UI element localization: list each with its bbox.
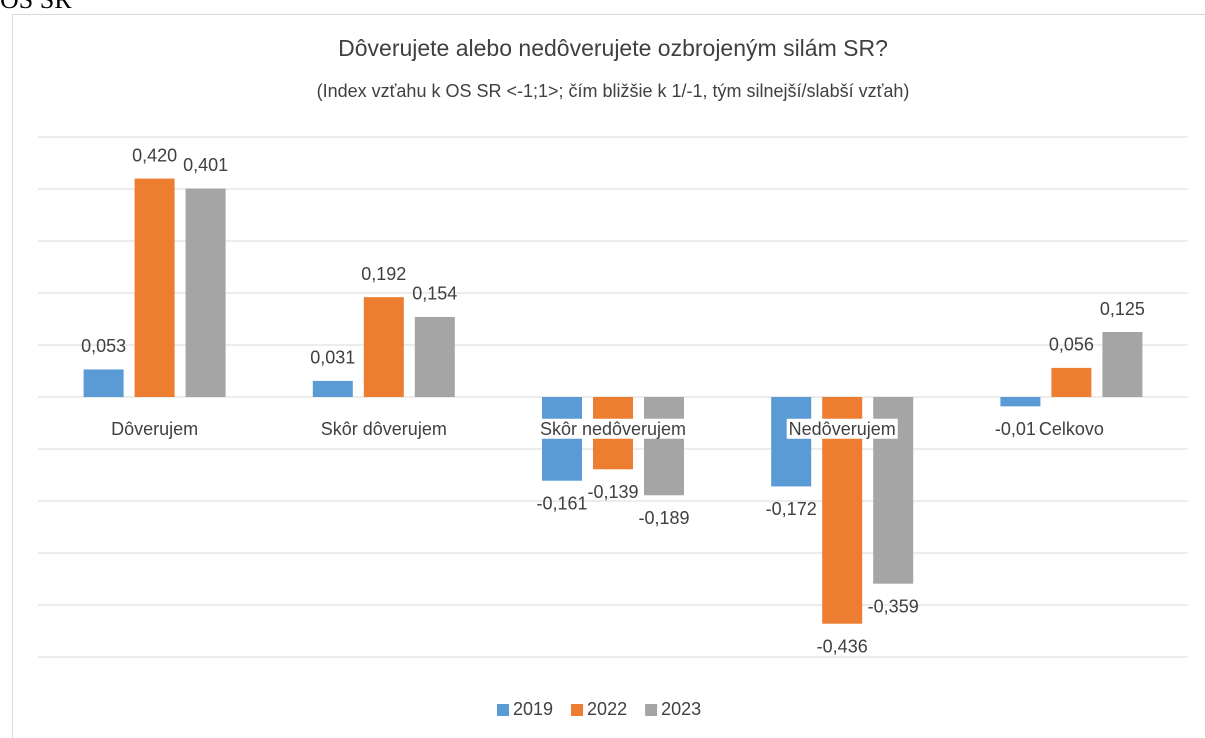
bar	[414, 316, 455, 397]
bar	[644, 397, 684, 496]
bar	[363, 297, 404, 397]
data-label: -0,139	[587, 482, 638, 502]
data-label: 0,056	[1049, 335, 1094, 355]
data-label: 0,154	[412, 284, 457, 304]
data-label: -0,172	[766, 499, 817, 519]
legend-swatch	[497, 704, 509, 716]
x-tick-label: Skôr nedôverujem	[540, 419, 686, 439]
data-label: 0,192	[361, 264, 406, 284]
x-tick-label: Nedôverujem	[789, 419, 896, 439]
bar	[771, 397, 812, 487]
bar	[1102, 332, 1143, 397]
legend-label: 2022	[587, 699, 627, 719]
x-tick-label: Dôverujem	[111, 419, 198, 439]
data-label: 0,053	[81, 336, 126, 356]
x-tick-label: Celkovo	[1039, 419, 1104, 439]
legend-label: 2023	[661, 699, 701, 719]
legend-label: 2019	[513, 699, 553, 719]
label-background	[318, 418, 449, 439]
data-label: -0,359	[868, 596, 919, 616]
label-background	[1036, 418, 1106, 439]
bar	[185, 188, 226, 397]
data-label: -0,018	[995, 419, 1046, 439]
legend-swatch	[571, 704, 584, 716]
bar	[542, 397, 582, 481]
bar	[312, 380, 353, 397]
data-label: 0,125	[1100, 299, 1145, 319]
bar	[1051, 367, 1092, 397]
label-background	[786, 418, 898, 439]
bar	[134, 178, 175, 397]
x-tick-label: Skôr dôverujem	[321, 419, 447, 439]
chart-title: Dôverujete alebo nedôverujete ozbrojeným…	[338, 35, 888, 61]
chart-border	[12, 14, 1205, 738]
data-label: -0,189	[638, 508, 689, 528]
bar	[1000, 397, 1041, 407]
label-background	[109, 418, 201, 439]
data-label: 0,401	[183, 155, 228, 175]
header: OS SR	[0, 0, 72, 14]
label-background	[537, 418, 689, 439]
legend-swatch	[645, 704, 658, 716]
data-label: 0,420	[132, 145, 177, 165]
data-label: -0,161	[536, 493, 587, 513]
data-label: -0,436	[817, 636, 868, 656]
chart-subtitle: (Index vzťahu k OS SR <-1;1>; čím bližši…	[317, 81, 910, 101]
bar	[83, 369, 124, 397]
data-label: 0,031	[310, 348, 355, 368]
